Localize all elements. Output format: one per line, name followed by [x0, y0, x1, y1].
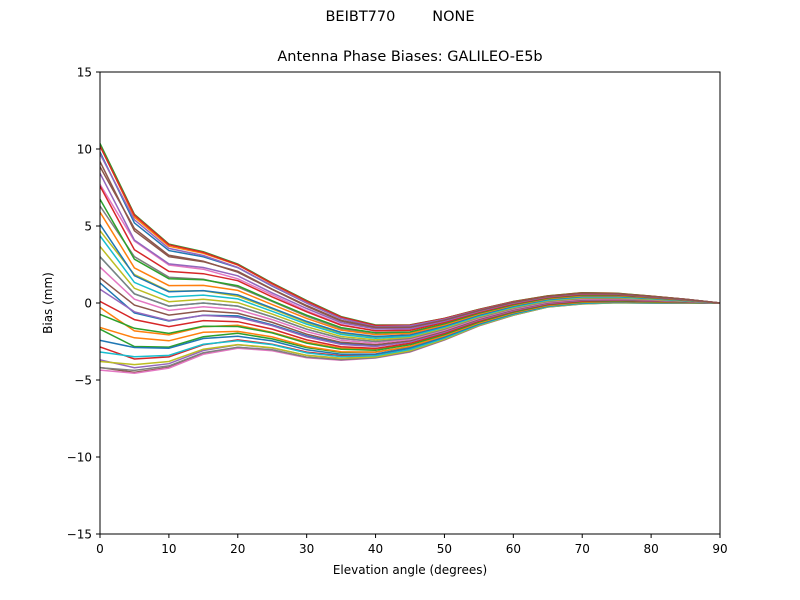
x-axis-label: Elevation angle (degrees)	[333, 563, 487, 577]
y-axis-ticks: −15 −10 −5 0 5 10 15	[67, 66, 100, 542]
x-tick-label: 40	[368, 542, 383, 556]
series-lines	[100, 143, 720, 374]
figure-suptitle: BEIBT770 NONE	[325, 9, 475, 25]
y-tick-label: −10	[67, 451, 92, 465]
series-line-az-300	[100, 223, 720, 338]
x-tick-label: 70	[575, 542, 590, 556]
y-tick-label: 10	[77, 143, 92, 157]
y-tick-label: −15	[67, 528, 92, 542]
x-tick-label: 30	[299, 542, 314, 556]
x-tick-label: 10	[161, 542, 176, 556]
y-tick-label: −5	[74, 374, 92, 388]
series-line-az-350	[100, 161, 720, 329]
x-tick-label: 50	[437, 542, 452, 556]
x-tick-label: 80	[643, 542, 658, 556]
x-tick-label: 20	[230, 542, 245, 556]
y-tick-label: 15	[77, 66, 92, 80]
x-axis-ticks: 0 10 20 30 40 50 60 70 80 90	[96, 534, 728, 556]
series-line-az-60	[100, 184, 720, 332]
y-axis-label: Bias (mm)	[41, 272, 55, 334]
series-line-az-330	[100, 185, 720, 332]
chart-title: Antenna Phase Biases: GALILEO-E5b	[277, 49, 543, 65]
x-tick-label: 60	[506, 542, 521, 556]
y-tick-label: 5	[84, 220, 92, 234]
series-line-az-70	[100, 205, 720, 336]
x-tick-label: 90	[712, 542, 727, 556]
x-tick-label: 0	[96, 542, 104, 556]
y-tick-label: 0	[84, 297, 92, 311]
